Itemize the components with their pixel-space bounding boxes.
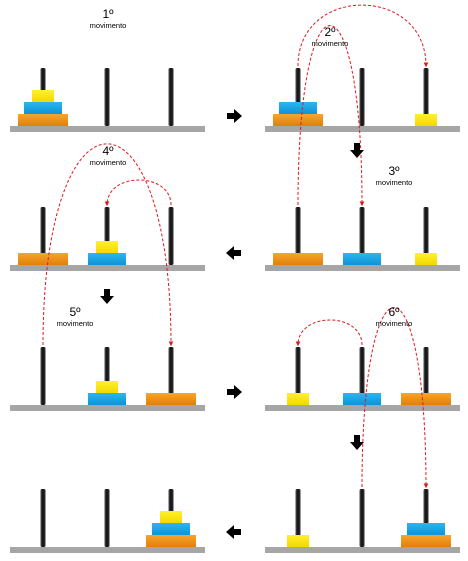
disk-small xyxy=(415,114,437,126)
disk-small xyxy=(160,511,182,523)
peg-3 xyxy=(168,347,174,405)
peg-1 xyxy=(295,347,301,405)
base-platform xyxy=(265,547,460,553)
peg-2 xyxy=(359,207,365,265)
disk-medium xyxy=(279,102,317,114)
move-number: 3º xyxy=(388,164,400,178)
disk-large xyxy=(401,393,451,405)
disk-small xyxy=(415,253,437,265)
move-label: movimento xyxy=(90,158,127,167)
base-platform xyxy=(10,126,205,132)
base-platform xyxy=(265,126,460,132)
disk-large xyxy=(273,114,323,126)
disk-large xyxy=(18,114,68,126)
base-platform xyxy=(10,547,205,553)
move-arc-6 xyxy=(361,307,429,489)
flow-arrow-right xyxy=(227,385,242,399)
disk-large xyxy=(401,535,451,547)
flow-arrow-down xyxy=(350,435,364,450)
flow-arrow-down xyxy=(100,289,114,304)
move-arc-2 xyxy=(297,25,365,207)
peg-3 xyxy=(168,68,174,126)
disk-medium xyxy=(343,253,381,265)
disk-medium xyxy=(88,253,126,265)
disk-large xyxy=(18,253,68,265)
base-platform xyxy=(265,265,460,271)
disk-medium xyxy=(407,523,445,535)
move-number: 1º xyxy=(102,7,114,21)
move-label: movimento xyxy=(90,21,127,30)
move-label: movimento xyxy=(57,319,94,328)
disk-small xyxy=(32,90,54,102)
move-arc-5 xyxy=(295,319,363,347)
state-panel-8 xyxy=(10,489,205,553)
peg-2 xyxy=(359,347,365,405)
peg-2 xyxy=(359,489,365,547)
flow-arrow-left xyxy=(226,246,241,260)
flow-arrow-down xyxy=(350,143,364,158)
move-number: 5º xyxy=(69,305,81,319)
peg-1 xyxy=(295,207,301,265)
move-label: movimento xyxy=(312,39,349,48)
peg-1 xyxy=(295,489,301,547)
peg-2 xyxy=(359,68,365,126)
base-platform xyxy=(265,405,460,411)
disk-small xyxy=(96,381,118,393)
move-number: 4º xyxy=(102,144,114,158)
peg-2 xyxy=(104,68,110,126)
peg-1 xyxy=(40,347,46,405)
peg-1 xyxy=(40,207,46,265)
disk-small xyxy=(287,393,309,405)
disk-medium xyxy=(152,523,190,535)
disk-small xyxy=(287,535,309,547)
base-platform xyxy=(10,405,205,411)
move-arc-3 xyxy=(104,179,172,207)
disk-medium xyxy=(88,393,126,405)
move-arc-1 xyxy=(297,4,429,68)
peg-3 xyxy=(168,207,174,265)
disk-large xyxy=(273,253,323,265)
disk-large xyxy=(146,535,196,547)
peg-3 xyxy=(423,68,429,126)
move-label: movimento xyxy=(376,178,413,187)
peg-2 xyxy=(104,489,110,547)
state-panel-1 xyxy=(10,68,205,132)
move-arc-4 xyxy=(42,143,174,347)
peg-3 xyxy=(423,207,429,265)
disk-medium xyxy=(343,393,381,405)
base-platform xyxy=(10,265,205,271)
peg-3 xyxy=(423,347,429,405)
disk-small xyxy=(96,241,118,253)
peg-1 xyxy=(40,489,46,547)
move-number: 2º xyxy=(324,25,336,39)
disk-medium xyxy=(24,102,62,114)
move-number: 6º xyxy=(388,305,400,319)
flow-arrow-left xyxy=(226,525,241,539)
flow-arrow-right xyxy=(227,109,242,123)
move-label: movimento xyxy=(376,319,413,328)
disk-large xyxy=(146,393,196,405)
